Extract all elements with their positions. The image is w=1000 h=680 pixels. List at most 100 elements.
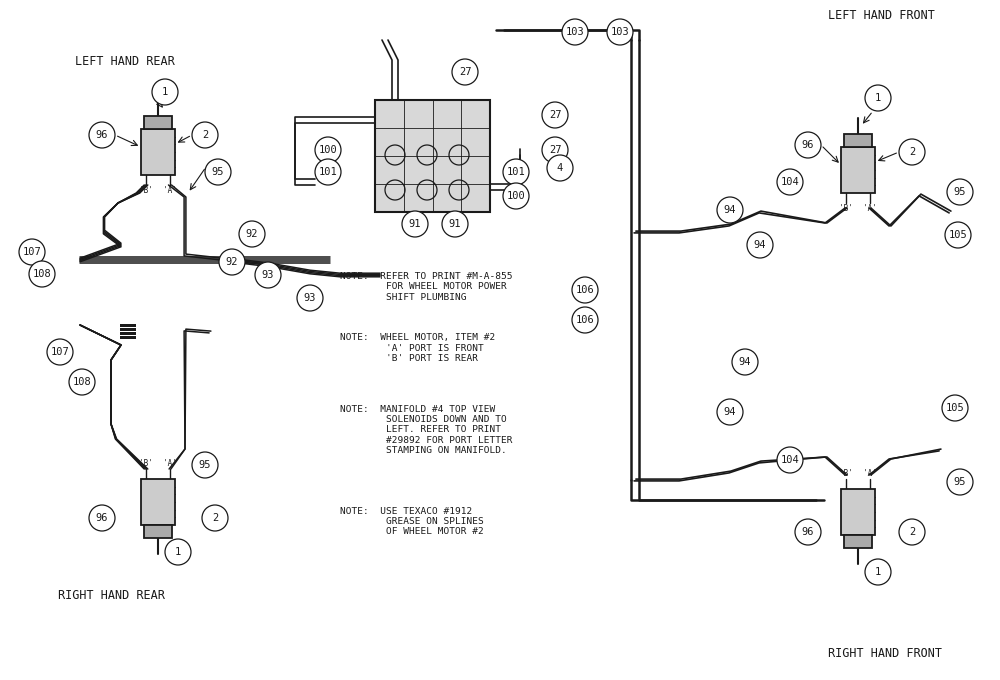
Text: 91: 91: [449, 219, 461, 229]
Circle shape: [777, 447, 803, 473]
Circle shape: [192, 122, 218, 148]
Text: 94: 94: [724, 205, 736, 215]
Circle shape: [47, 339, 73, 365]
Text: 93: 93: [262, 270, 274, 280]
Circle shape: [152, 79, 178, 105]
Text: 95: 95: [212, 167, 224, 177]
Circle shape: [942, 395, 968, 421]
Text: 92: 92: [246, 229, 258, 239]
Bar: [120, 332, 136, 335]
Circle shape: [777, 169, 803, 195]
Text: 100: 100: [507, 191, 525, 201]
Text: 104: 104: [781, 455, 799, 465]
Text: 108: 108: [73, 377, 91, 387]
Bar: [844, 134, 872, 147]
Text: 105: 105: [949, 230, 967, 240]
Bar: [144, 525, 172, 538]
Text: NOTE:  MANIFOLD #4 TOP VIEW
        SOLENOIDS DOWN AND TO
        LEFT. REFER TO: NOTE: MANIFOLD #4 TOP VIEW SOLENOIDS DOW…: [340, 405, 512, 455]
Text: 91: 91: [409, 219, 421, 229]
Text: 93: 93: [304, 293, 316, 303]
Circle shape: [452, 59, 478, 85]
Circle shape: [69, 369, 95, 395]
Circle shape: [19, 239, 45, 265]
Bar: [141, 129, 175, 175]
Text: 'A': 'A': [863, 469, 877, 478]
Circle shape: [795, 132, 821, 158]
Text: 96: 96: [96, 513, 108, 523]
Bar: [144, 116, 172, 129]
Circle shape: [542, 137, 568, 163]
Text: 103: 103: [611, 27, 629, 37]
Circle shape: [202, 505, 228, 531]
Text: 2: 2: [202, 130, 208, 140]
Bar: [225, 257, 237, 260]
Text: 27: 27: [549, 145, 561, 155]
Text: 96: 96: [96, 130, 108, 140]
Bar: [225, 269, 237, 272]
Circle shape: [89, 505, 115, 531]
Circle shape: [442, 211, 468, 237]
Circle shape: [315, 137, 341, 163]
Text: 104: 104: [781, 177, 799, 187]
Text: 2: 2: [909, 147, 915, 157]
Circle shape: [239, 221, 265, 247]
Text: 106: 106: [576, 315, 594, 325]
Text: 106: 106: [576, 285, 594, 295]
Bar: [225, 261, 237, 264]
Text: NOTE:  REFER TO PRINT #M-A-855
        FOR WHEEL MOTOR POWER
        SHIFT PLUMB: NOTE: REFER TO PRINT #M-A-855 FOR WHEEL …: [340, 272, 512, 302]
Text: 100: 100: [319, 145, 337, 155]
Text: 95: 95: [199, 460, 211, 470]
Bar: [844, 535, 872, 548]
Circle shape: [315, 159, 341, 185]
Bar: [225, 265, 237, 268]
Circle shape: [717, 197, 743, 223]
Circle shape: [503, 159, 529, 185]
Circle shape: [503, 183, 529, 209]
Text: 95: 95: [954, 477, 966, 487]
Circle shape: [562, 19, 588, 45]
Bar: [841, 147, 875, 193]
Text: 105: 105: [946, 403, 964, 413]
Text: 2: 2: [909, 527, 915, 537]
Text: RIGHT HAND FRONT: RIGHT HAND FRONT: [828, 647, 942, 660]
Text: 95: 95: [954, 187, 966, 197]
Text: 'A': 'A': [163, 459, 177, 468]
Text: 'B': 'B': [839, 469, 853, 478]
Circle shape: [717, 399, 743, 425]
Circle shape: [572, 307, 598, 333]
Text: 1: 1: [162, 87, 168, 97]
Text: 4: 4: [557, 163, 563, 173]
Text: LEFT HAND REAR: LEFT HAND REAR: [75, 55, 175, 68]
Text: 94: 94: [739, 357, 751, 367]
Text: 'B': 'B': [139, 186, 153, 195]
Circle shape: [795, 519, 821, 545]
Text: NOTE:  WHEEL MOTOR, ITEM #2
        'A' PORT IS FRONT
        'B' PORT IS REAR: NOTE: WHEEL MOTOR, ITEM #2 'A' PORT IS F…: [340, 333, 495, 363]
Circle shape: [192, 452, 218, 478]
Circle shape: [255, 262, 281, 288]
Text: 27: 27: [549, 110, 561, 120]
Circle shape: [947, 179, 973, 205]
Circle shape: [865, 85, 891, 111]
Text: LEFT HAND FRONT: LEFT HAND FRONT: [828, 9, 935, 22]
Circle shape: [732, 349, 758, 375]
Bar: [841, 489, 875, 535]
Circle shape: [945, 222, 971, 248]
Circle shape: [865, 559, 891, 585]
Circle shape: [402, 211, 428, 237]
Bar: [375, 100, 490, 212]
Text: 101: 101: [319, 167, 337, 177]
Text: 108: 108: [33, 269, 51, 279]
Circle shape: [572, 277, 598, 303]
Text: 1: 1: [875, 567, 881, 577]
Text: 1: 1: [175, 547, 181, 557]
Circle shape: [219, 249, 245, 275]
Text: RIGHT HAND REAR: RIGHT HAND REAR: [58, 589, 165, 602]
Circle shape: [29, 261, 55, 287]
Text: 'A': 'A': [163, 186, 177, 195]
Text: 92: 92: [226, 257, 238, 267]
Circle shape: [205, 159, 231, 185]
Text: 96: 96: [802, 140, 814, 150]
Text: 96: 96: [802, 527, 814, 537]
Circle shape: [542, 102, 568, 128]
Circle shape: [607, 19, 633, 45]
